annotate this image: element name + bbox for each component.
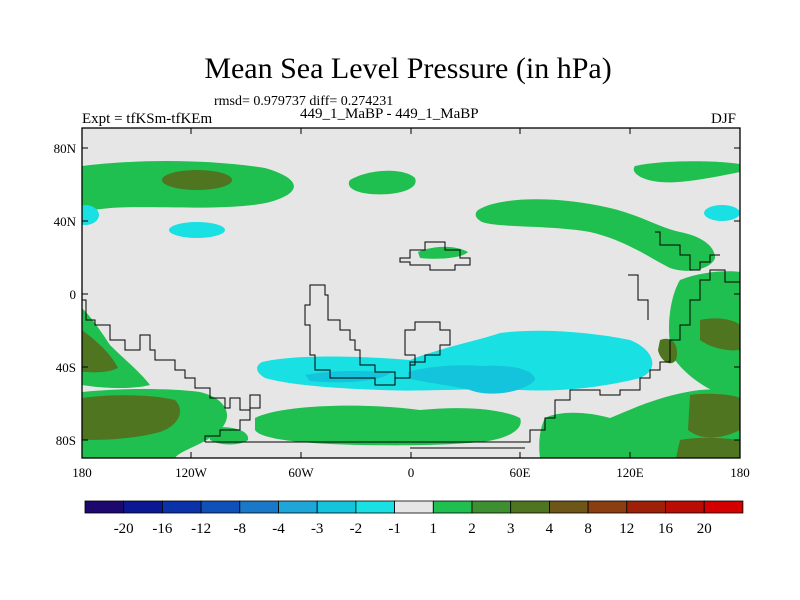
colorbar-label: -16: [152, 521, 172, 537]
x-tick-label: 60W: [288, 465, 314, 480]
colorbar-label: -2: [350, 521, 363, 537]
coast-china: [399, 241, 471, 271]
colorbar-label: 4: [546, 521, 554, 537]
field-arctic-east: [633, 161, 740, 183]
colorbar-swatch: [626, 500, 666, 514]
coast-americas: [82, 299, 261, 442]
field-negative-mid-pacific: [169, 222, 225, 238]
field-negative-pacific-east: [704, 205, 740, 221]
colorbar-swatch: [587, 500, 628, 514]
colorbar-swatch: [239, 500, 279, 514]
x-tick-label: 60E: [510, 465, 531, 480]
coast-antarctica: [205, 269, 740, 443]
expt-label: Expt = tfKSm-tfKEm: [82, 111, 213, 127]
colorbar-label: -3: [311, 521, 324, 537]
x-tick-label: 180: [72, 465, 92, 480]
colorbar-swatch: [123, 500, 163, 514]
colorbar-label: -8: [234, 521, 247, 537]
colorbar-label: 2: [468, 521, 476, 537]
colorbar: -20 -16 -12 -8 -4 -3 -2 -1 1 2 3 4 8 12 16 20: [84, 500, 744, 537]
axis-ticks: [81, 128, 740, 458]
runs-label: 449_1_MaBP - 449_1_MaBP: [300, 106, 479, 122]
field-southeast-pacific-core: [82, 330, 118, 373]
anomaly-fields: [82, 161, 740, 458]
colorbar-swatch: [703, 500, 744, 514]
field-north-atlantic: [348, 170, 416, 195]
field-southern-ocean-center: [255, 405, 521, 446]
colorbar-swatch: [161, 500, 202, 514]
season-label: DJF: [711, 111, 737, 127]
field-southern-ocean-west-core: [82, 395, 180, 440]
colorbar-label: 20: [697, 521, 712, 537]
colorbar-label: 16: [658, 521, 674, 537]
colorbar-label: 12: [619, 521, 634, 537]
field-negative-core-a: [305, 370, 390, 383]
y-tick-label: 40S: [56, 360, 76, 375]
field-australia-east: [658, 338, 678, 364]
colorbar-swatch: [278, 500, 318, 514]
colorbar-label: -20: [114, 521, 134, 537]
coast-africa: [304, 284, 451, 386]
coast-australia: [628, 274, 649, 320]
field-north-pacific-core: [162, 170, 232, 190]
field-eurasia: [475, 199, 715, 271]
x-tick-label: 120E: [616, 465, 644, 480]
colorbar-swatch: [471, 500, 512, 514]
colorbar-swatch: [510, 500, 550, 514]
colorbar-label: 1: [430, 521, 438, 537]
field-antarctic-east-core: [676, 437, 740, 458]
y-tick-label: 40N: [54, 214, 77, 229]
colorbar-swatch: [200, 500, 241, 514]
colorbar-swatch: [432, 500, 473, 514]
colorbar-swatch: [549, 500, 589, 514]
field-southern-ocean-east-core: [688, 393, 740, 438]
coast-asia-east: [655, 231, 720, 271]
colorbar-swatch: [394, 500, 434, 514]
colorbar-swatch: [665, 500, 705, 514]
field-west-pacific-core: [700, 318, 740, 351]
colorbar-swatch: [316, 500, 357, 514]
colorbar-label: -1: [388, 521, 401, 537]
chart-title: Mean Sea Level Pressure (in hPa): [204, 52, 612, 85]
y-tick-label: 80S: [56, 433, 76, 448]
colorbar-label: -4: [272, 521, 285, 537]
land-outlines: [82, 231, 740, 449]
field-negative-north-pacific: [82, 205, 99, 225]
x-tick-label: 0: [408, 465, 415, 480]
x-tick-label: 120W: [175, 465, 208, 480]
colorbar-label: -12: [191, 521, 211, 537]
x-tick-label: 180: [730, 465, 750, 480]
y-tick-label: 0: [70, 287, 77, 302]
colorbar-swatch: [355, 500, 395, 514]
colorbar-label: 3: [507, 521, 515, 537]
colorbar-label: 8: [584, 521, 592, 537]
colorbar-swatch: [84, 500, 125, 514]
field-negative-core-b: [408, 365, 535, 394]
y-tick-label: 80N: [54, 141, 77, 156]
stats-label: rmsd= 0.979737 diff= 0.274231: [214, 94, 394, 109]
